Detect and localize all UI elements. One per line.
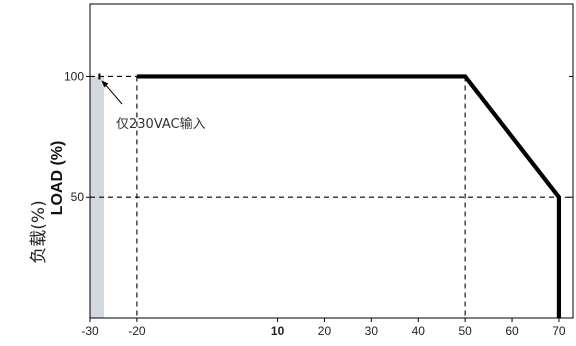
x-tick-label-10: 10 xyxy=(271,324,285,338)
y-tick-label-100: 100 xyxy=(64,69,84,83)
annotation-arrow-head xyxy=(101,80,109,88)
plot-frame-group xyxy=(89,3,574,319)
series-line-0 xyxy=(136,74,562,318)
plot-frame xyxy=(89,3,574,319)
x-tick-label-30: 30 xyxy=(365,324,379,338)
x-tick-label--30: -30 xyxy=(81,324,99,338)
labels-group: 负载(%)LOAD (%) xyxy=(29,141,66,264)
x-tick-label-20: 20 xyxy=(318,324,332,338)
annotation-text: 仅230VAC输入 xyxy=(116,116,206,132)
x-tick-label--20: -20 xyxy=(128,324,146,338)
y-axis-label-cn: 负载(%) xyxy=(29,200,49,263)
series-group xyxy=(98,73,562,319)
x-tick-label-60: 60 xyxy=(505,324,519,338)
annotation-arrow-line xyxy=(103,83,123,105)
x-tick-label-40: 40 xyxy=(412,324,426,338)
x-tick-label-50: 50 xyxy=(458,324,472,338)
x-tick-label-70: 70 xyxy=(552,324,566,338)
y-axis-label-en: LOAD (%) xyxy=(49,141,66,216)
shaded-region xyxy=(90,76,105,318)
y-tick-label-50: 50 xyxy=(71,190,85,204)
ticks-group: -30 -20 10 20 30 40 50 60 70 100 50 xyxy=(64,69,566,338)
shaded-region-group xyxy=(90,76,105,318)
annotation-group: 仅230VAC输入 xyxy=(101,80,206,132)
guide-lines-group xyxy=(90,75,573,318)
